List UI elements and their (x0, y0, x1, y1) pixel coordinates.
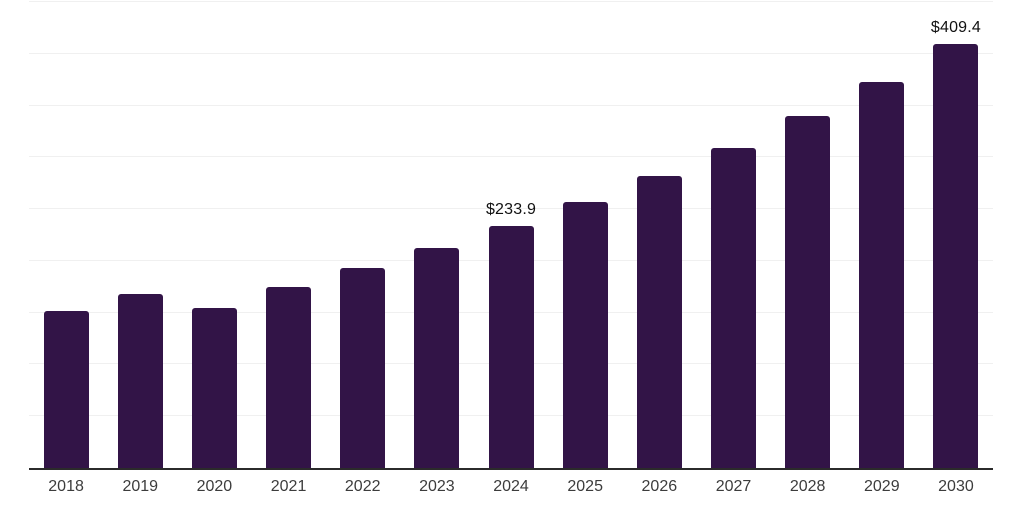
bar-slot-2020 (177, 2, 251, 468)
x-axis-label-2026: 2026 (641, 478, 678, 495)
bar-slot-2019 (103, 2, 177, 468)
gridline-400 (29, 52, 993, 54)
bar-2019 (117, 294, 163, 468)
data-label-2024: $233.9 (485, 200, 537, 218)
bar-slot-2022 (326, 2, 400, 468)
bar-2025 (562, 202, 608, 468)
bar-2028 (785, 116, 831, 468)
x-axis-label-2018: 2018 (48, 478, 84, 495)
x-axis-label-2029: 2029 (864, 478, 900, 495)
x-axis-label-2027: 2027 (715, 478, 752, 495)
bar-2023 (414, 247, 460, 468)
bar-slot-2024: $233.9 (474, 2, 548, 468)
x-axis-label-2030: 2030 (938, 478, 974, 495)
bar-2027 (710, 147, 756, 468)
bar-2029 (859, 81, 905, 468)
gridline-250 (29, 208, 993, 210)
bar-slot-2027 (696, 2, 770, 468)
bar-slot-2023 (400, 2, 474, 468)
bar-2030: $409.4 (931, 19, 981, 468)
bar-slot-2021 (251, 2, 325, 468)
bar-series: $233.9 $409.4 (29, 2, 993, 468)
bar-2021 (266, 287, 312, 468)
gridline-350 (29, 104, 993, 106)
x-axis-label-2019: 2019 (122, 478, 159, 495)
bar-slot-2018 (29, 2, 103, 468)
x-axis-label-2028: 2028 (789, 478, 826, 495)
bar-2018 (43, 311, 89, 468)
x-axis-label-2024: 2024 (493, 478, 529, 495)
x-axis-label-2025: 2025 (567, 478, 603, 495)
bar-slot-2025 (548, 2, 622, 468)
data-label-2030: $409.4 (930, 19, 982, 37)
bar-2024: $233.9 (486, 201, 536, 468)
gridline-450 (29, 1, 993, 2)
bar-2022 (340, 268, 386, 468)
bar-2020 (191, 307, 237, 468)
x-axis-label-2020: 2020 (196, 478, 233, 495)
bar-2026 (636, 176, 682, 468)
x-axis-label-2021: 2021 (270, 478, 307, 495)
x-axis-labels: 2018 2019 2020 2021 2022 2023 2024 2025 2026 2027… (29, 478, 993, 496)
bar-slot-2026 (622, 2, 696, 468)
bar-slot-2029 (845, 2, 919, 468)
plot-area: $233.9 $409.4 (29, 1, 993, 470)
x-axis-label-2023: 2023 (419, 478, 455, 495)
bar-slot-2030: $409.4 (919, 2, 993, 468)
gridline-300 (29, 156, 993, 158)
bar-slot-2028 (771, 2, 845, 468)
x-axis-label-2022: 2022 (344, 478, 381, 495)
